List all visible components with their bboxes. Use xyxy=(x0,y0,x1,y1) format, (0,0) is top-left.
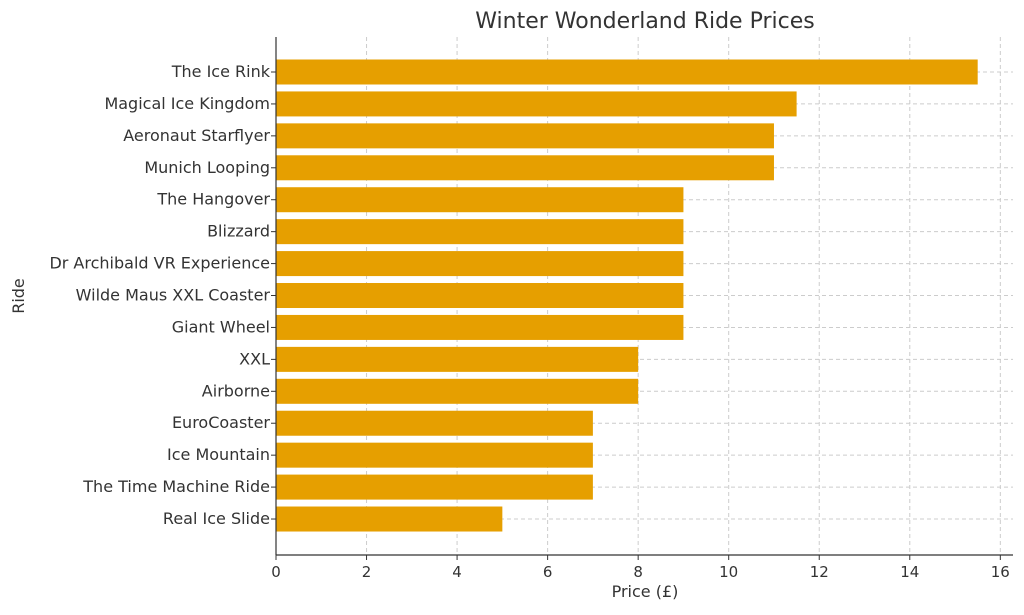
x-tick-label: 14 xyxy=(900,563,919,581)
y-tick-label: Giant Wheel xyxy=(172,317,270,336)
chart-title: Winter Wonderland Ride Prices xyxy=(475,9,814,34)
y-tick-label: Aeronaut Starflyer xyxy=(123,126,270,145)
y-tick-label: Wilde Maus XXL Coaster xyxy=(76,286,271,305)
y-tick-label: Real Ice Slide xyxy=(163,509,270,528)
x-tick-label: 4 xyxy=(452,563,462,581)
bar xyxy=(276,155,774,181)
bars xyxy=(276,59,978,532)
y-tick-label: EuroCoaster xyxy=(172,413,270,432)
bar xyxy=(276,219,684,245)
y-tick-label: Munich Looping xyxy=(144,158,270,177)
y-tick-label: The Ice Rink xyxy=(171,62,271,81)
y-tick-label: The Time Machine Ride xyxy=(82,477,270,496)
bar xyxy=(276,314,684,340)
x-tick-label: 10 xyxy=(719,563,738,581)
bar xyxy=(276,283,684,309)
x-tick-label: 16 xyxy=(991,563,1010,581)
y-tick-label: Blizzard xyxy=(207,222,270,241)
x-tick-label: 0 xyxy=(271,563,281,581)
y-tick-label: Magical Ice Kingdom xyxy=(104,94,270,113)
x-tick-label: 8 xyxy=(633,563,643,581)
x-tick-label: 2 xyxy=(362,563,372,581)
bar xyxy=(276,506,503,532)
y-tick-label: The Hangover xyxy=(156,190,270,209)
y-tick-label: XXL xyxy=(239,349,270,368)
bar xyxy=(276,474,593,500)
y-axis-label: Ride xyxy=(9,278,28,314)
bar xyxy=(276,59,978,85)
x-tick-label: 6 xyxy=(543,563,553,581)
bar xyxy=(276,442,593,468)
bar xyxy=(276,346,639,372)
bar xyxy=(276,378,639,404)
x-axis-label: Price (£) xyxy=(612,582,679,601)
bar xyxy=(276,251,684,277)
bar xyxy=(276,91,797,117)
bar xyxy=(276,410,593,436)
y-tick-label: Dr Archibald VR Experience xyxy=(49,254,270,273)
bar xyxy=(276,187,684,213)
y-tick-label: Airborne xyxy=(202,381,270,400)
y-tick-label: Ice Mountain xyxy=(167,445,270,464)
x-tick-label: 12 xyxy=(810,563,829,581)
y-tick-labels: The Ice Rink Magical Ice Kingdom Aeronaut … xyxy=(49,62,276,528)
bar xyxy=(276,123,774,149)
x-tick-labels: 0 2 4 6 8 10 12 14 16 xyxy=(271,555,1010,581)
